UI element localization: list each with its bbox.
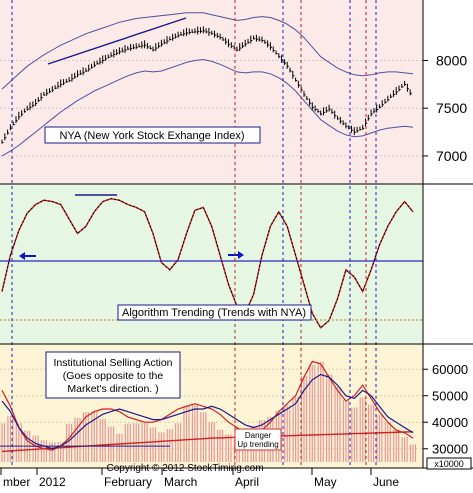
text-line: Up trending	[237, 440, 278, 449]
xtick-label: May	[314, 475, 337, 489]
institutional-gridlines	[0, 368, 423, 450]
algorithm-title-box	[117, 304, 312, 321]
institutional-ytick-label: 60000	[432, 362, 468, 377]
nya-ytick-label: 8000	[436, 53, 467, 69]
nya-upper-band	[1, 12, 414, 90]
text-line: (Goes opposite to the	[63, 370, 164, 382]
xtick-label: March	[164, 475, 197, 489]
nya-ytick-label: 7500	[436, 100, 467, 116]
nya-gridlines	[0, 60, 423, 157]
left-arrow-icon	[19, 252, 36, 260]
danger-label: Danger Up trending	[237, 431, 278, 449]
nya-ytick-label: 7000	[436, 148, 467, 164]
algorithm-signal-line	[1, 198, 414, 329]
institutional-title: Institutional Selling Action (Goes opposi…	[53, 357, 172, 395]
copyright-text: Copyright © 2012 StockTiming.com	[106, 463, 263, 474]
algorithm-series-group	[1, 197, 414, 329]
signal-vertical-lines	[11, 0, 377, 468]
xtick-label: February	[104, 475, 152, 489]
nya-panel-bg	[0, 0, 423, 184]
x-axis-ticks: mber 2012 February March April May June	[0, 468, 399, 489]
xtick-label: April	[235, 475, 259, 489]
xtick-label: mber	[3, 475, 30, 489]
institutional-ytick-label: 30000	[432, 442, 468, 457]
text-line: Danger	[245, 431, 272, 440]
nya-title-box	[44, 126, 261, 144]
y-axis-ticks: 7000 7500 8000 30000 40000 50000 60000	[423, 53, 468, 457]
xtick-label: June	[373, 475, 399, 489]
text-line: Market's direction. )	[67, 383, 158, 395]
danger-box	[234, 428, 282, 451]
institutional-trend-line	[1, 431, 414, 453]
institutional-title-box	[45, 351, 181, 399]
nya-lower-band	[1, 58, 414, 157]
unit-box	[426, 457, 472, 470]
algorithm-title: Algorithm Trending (Trends with NYA)	[122, 307, 306, 319]
nya-uptrend-line	[47, 17, 187, 65]
xtick-label: 2012	[39, 475, 66, 489]
right-arrow-icon	[228, 251, 244, 259]
right-axis-bg	[423, 0, 473, 468]
institutional-series-group	[0, 360, 414, 453]
institutional-blue-line	[1, 373, 414, 450]
nya-series-group	[1, 12, 414, 157]
institutional-ytick-label: 40000	[432, 415, 468, 430]
text-line: Institutional Selling Action	[53, 357, 172, 369]
bottom-axis-bg	[0, 468, 473, 493]
unit-label: x10000	[434, 459, 464, 469]
nya-title: NYA (New York Stock Exhange Index)	[59, 130, 244, 142]
institutional-ytick-label: 50000	[432, 389, 468, 404]
